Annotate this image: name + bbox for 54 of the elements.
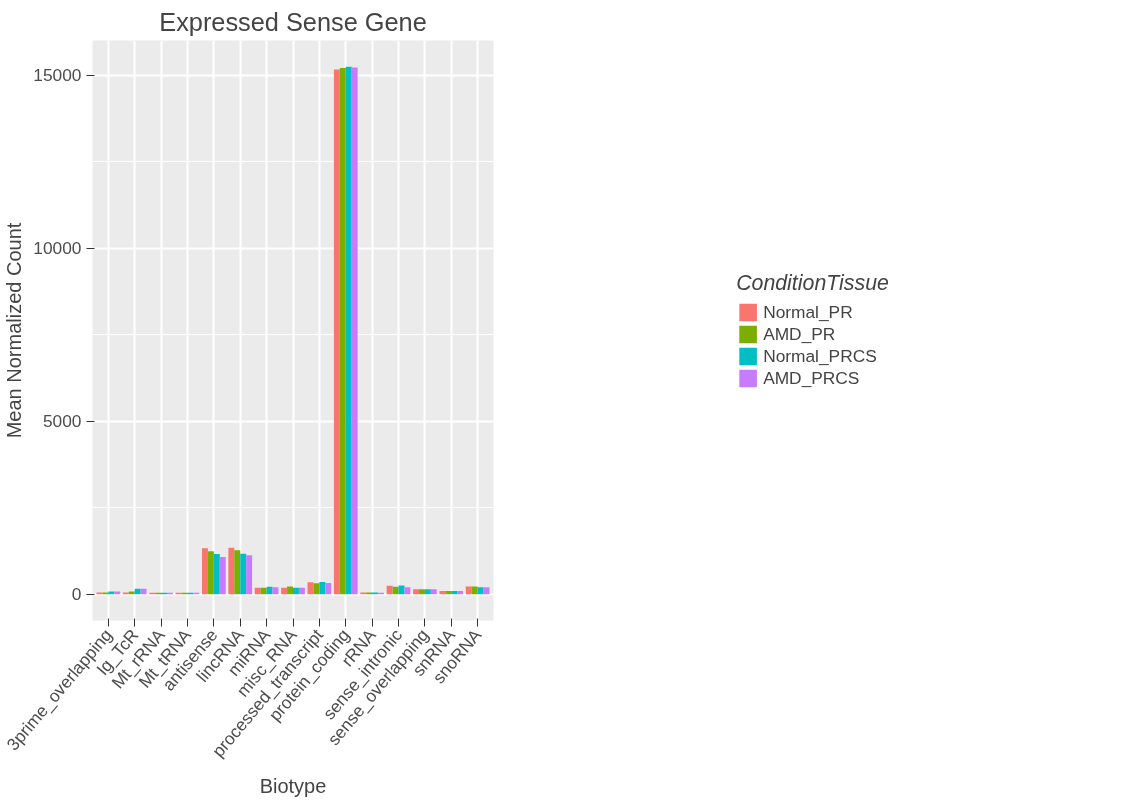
bar bbox=[281, 587, 288, 595]
bar bbox=[207, 551, 214, 595]
bar bbox=[234, 550, 241, 595]
legend-title: ConditionTissue bbox=[736, 271, 889, 296]
legend-label: Normal_PRCS bbox=[763, 345, 877, 367]
bar bbox=[339, 68, 346, 595]
y-tick-label: 10000 bbox=[33, 238, 82, 259]
bar bbox=[266, 586, 273, 595]
bar bbox=[298, 587, 305, 595]
bar bbox=[246, 555, 253, 595]
chart-title: Expressed Sense Gene bbox=[159, 7, 427, 36]
bar bbox=[219, 557, 226, 595]
bar bbox=[240, 553, 247, 595]
bar bbox=[424, 589, 431, 595]
bar bbox=[293, 587, 299, 595]
bar bbox=[351, 67, 358, 595]
legend-label: AMD_PRCS bbox=[763, 367, 860, 389]
bar bbox=[108, 591, 115, 595]
legend-label: Normal_PR bbox=[763, 301, 853, 323]
bar bbox=[392, 586, 399, 595]
bar bbox=[333, 69, 340, 595]
bar bbox=[465, 586, 472, 595]
y-tick-label: 15000 bbox=[33, 65, 82, 86]
bar bbox=[260, 587, 267, 595]
bar bbox=[201, 548, 208, 595]
bar bbox=[213, 554, 220, 595]
bar bbox=[386, 585, 393, 595]
bar bbox=[287, 586, 293, 595]
bar bbox=[254, 587, 261, 595]
bar bbox=[451, 591, 458, 595]
bar bbox=[128, 591, 135, 595]
bar bbox=[228, 547, 235, 595]
legend-label: AMD_PR bbox=[763, 323, 836, 345]
bar bbox=[325, 582, 332, 595]
bar bbox=[134, 588, 141, 595]
bar bbox=[140, 588, 147, 595]
bar bbox=[430, 589, 437, 595]
bar bbox=[418, 589, 425, 595]
bar bbox=[114, 591, 121, 595]
bar bbox=[457, 591, 464, 595]
bar bbox=[319, 581, 326, 595]
bar bbox=[345, 66, 352, 595]
y-axis-title: Mean Normalized Count bbox=[3, 222, 26, 439]
y-tick-label: 5000 bbox=[42, 411, 82, 432]
y-tick-label: 0 bbox=[71, 584, 82, 605]
bar bbox=[483, 587, 490, 595]
bar bbox=[404, 587, 411, 595]
bar bbox=[445, 591, 452, 595]
bar bbox=[439, 591, 446, 595]
x-axis-title: Biotype bbox=[259, 775, 327, 798]
bar bbox=[413, 589, 419, 595]
bar bbox=[313, 583, 320, 595]
bar bbox=[477, 587, 484, 595]
bar bbox=[471, 586, 478, 595]
